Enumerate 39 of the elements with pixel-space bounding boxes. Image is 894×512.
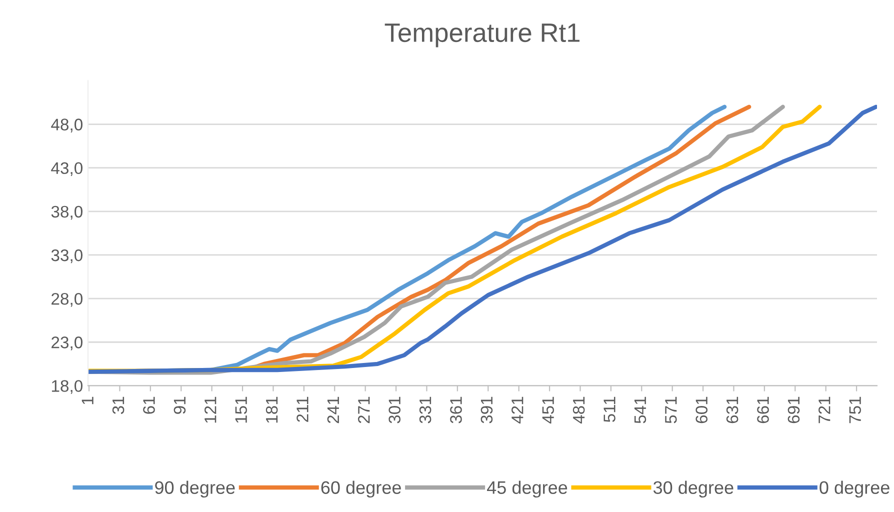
x-tick-label: 601 <box>696 396 708 424</box>
x-tick-label: 451 <box>542 396 554 424</box>
y-tick-label: 43,0 <box>51 162 82 176</box>
x-tick-label: 301 <box>388 396 400 424</box>
x-tick-label: 1 <box>82 396 94 404</box>
x-tick-label: 421 <box>512 396 524 424</box>
legend-label: 0 degree <box>820 480 890 498</box>
x-tick-label: 541 <box>634 396 646 424</box>
x-tick-label: 241 <box>327 396 339 424</box>
legend-label: 45 degree <box>487 480 568 498</box>
x-tick-label: 751 <box>849 396 862 424</box>
x-tick-label: 211 <box>296 396 308 422</box>
legend-label: 90 degree <box>155 480 235 498</box>
x-tick-label: 331 <box>419 396 432 424</box>
x-tick-label: 271 <box>358 396 370 424</box>
y-tick-label: 28,0 <box>52 292 82 307</box>
y-tick-label: 38,0 <box>51 206 82 220</box>
legend-label: 30 degree <box>653 480 734 498</box>
x-tick-label: 151 <box>235 396 247 423</box>
x-tick-label: 691 <box>788 396 800 424</box>
x-tick-label: 391 <box>480 396 493 424</box>
y-tick-label: 23,0 <box>52 336 82 350</box>
x-tick-label: 91 <box>174 396 186 414</box>
x-tick-label: 511 <box>604 396 616 422</box>
x-tick-label: 481 <box>572 396 585 424</box>
x-tick-label: 31 <box>112 396 124 414</box>
x-tick-label: 631 <box>726 396 738 424</box>
x-tick-label: 121 <box>204 396 216 423</box>
legend-label: 60 degree <box>321 480 401 498</box>
x-tick-label: 61 <box>143 396 155 414</box>
y-tick-label: 18,0 <box>52 380 82 394</box>
x-tick-label: 721 <box>818 396 830 424</box>
y-tick-label: 48,0 <box>51 118 82 132</box>
x-tick-label: 361 <box>450 396 462 424</box>
x-tick-label: 661 <box>757 396 769 424</box>
x-tick-label: 181 <box>266 396 278 423</box>
y-tick-label: 33,0 <box>51 249 82 264</box>
x-tick-label: 571 <box>665 396 677 424</box>
chart-title: Temperature Rt1 <box>384 24 580 48</box>
